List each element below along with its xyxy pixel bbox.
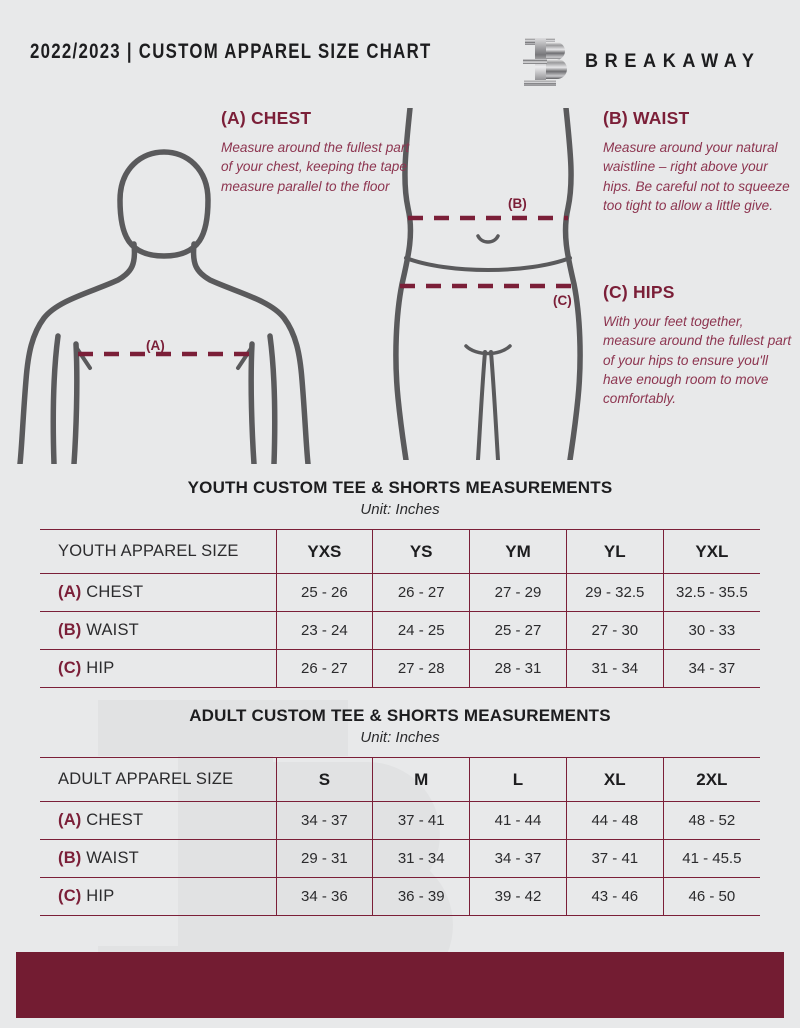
adult-size-col-l: L [469,757,567,802]
measure-tag: (A) [58,583,82,601]
adult-hip-s: 34 - 36 [275,877,373,916]
youth-header-row: YOUTH APPAREL SIZE YXS YS YM YL YXL [40,529,760,574]
youth-size-col-yxl: YXL [662,529,760,574]
adult-waist-xl: 37 - 41 [565,839,664,878]
youth-size-col-ys: YS [372,529,470,574]
callout-chest: (A) CHEST Measure around the fullest par… [221,108,411,196]
table-row: (B) WAIST 23 - 24 24 - 25 25 - 27 27 - 30 30 … [40,611,760,650]
callout-hips-heading: (C) HIPS [603,282,675,302]
hip-measure-label: (C) [553,293,572,308]
adult-size-col-s: S [275,757,373,802]
table-row: (C) HIP 34 - 36 36 - 39 39 - 42 43 - 46 46 - … [40,877,760,916]
adult-hip-xl: 43 - 46 [565,877,664,916]
youth-hip-yxs: 26 - 27 [275,649,373,688]
adult-row-header: ADULT APPAREL SIZE [40,757,276,802]
chest-measure-label: (A) [146,338,165,353]
adult-hip-m: 36 - 39 [372,877,470,916]
brand-lockup: BREAKAWAY [521,36,770,88]
youth-hip-ys: 27 - 28 [372,649,470,688]
youth-waist-ym: 25 - 27 [469,611,567,650]
table-row: (C) HIP 26 - 27 27 - 28 28 - 31 31 - 34 34 - … [40,649,760,688]
page-header: 2022/2023 | CUSTOM APPAREL SIZE CHART [0,0,800,100]
youth-chest-ym: 27 - 29 [469,573,567,612]
adult-size-col-2xl: 2XL [662,757,760,802]
table-row: (B) WAIST 29 - 31 31 - 34 34 - 37 37 - 41 41 … [40,839,760,878]
callout-chest-body: Measure around the fullest part of your … [221,140,410,194]
adult-waist-l: 34 - 37 [469,839,567,878]
youth-row-label-chest: (A) CHEST [40,573,276,612]
youth-size-col-ym: YM [469,529,567,574]
youth-chest-yxl: 32.5 - 35.5 [662,573,760,612]
adult-waist-m: 31 - 34 [372,839,470,878]
adult-waist-s: 29 - 31 [275,839,373,878]
adult-hip-l: 39 - 42 [469,877,567,916]
table-row: (A) CHEST 34 - 37 37 - 41 41 - 44 44 - 48 48 … [40,801,760,840]
youth-waist-yl: 27 - 30 [565,611,664,650]
measure-tag: (C) [58,659,82,677]
adult-chest-2xl: 48 - 52 [662,801,760,840]
youth-table-block: YOUTH CUSTOM TEE & SHORTS MEASUREMENTS U… [40,478,760,688]
callout-waist-body: Measure around your natural waistline – … [603,140,790,213]
youth-waist-ys: 24 - 25 [372,611,470,650]
measure-tag: (B) [58,849,82,867]
adult-row-label-chest: (A) CHEST [40,801,276,840]
measure-tag: (B) [58,621,82,639]
breakaway-b-logo-icon [523,38,568,86]
page-title: 2022/2023 | CUSTOM APPAREL SIZE CHART [30,40,432,63]
youth-hip-yl: 31 - 34 [565,649,664,688]
adult-size-table: ADULT APPAREL SIZE S M L XL 2XL (A) CHEST 34 - … [40,757,760,916]
adult-chest-xl: 44 - 48 [565,801,664,840]
youth-hip-ym: 28 - 31 [469,649,567,688]
adult-table-title: ADULT CUSTOM TEE & SHORTS MEASUREMENTS [189,706,611,725]
youth-hip-yxl: 34 - 37 [662,649,760,688]
youth-table-unit: Unit: Inches [360,501,440,518]
youth-chest-yl: 29 - 32.5 [565,573,664,612]
youth-size-col-yl: YL [565,529,664,574]
adult-row-label-waist: (B) WAIST [40,839,276,878]
adult-hip-2xl: 46 - 50 [662,877,760,916]
adult-row-label-hip: (C) HIP [40,877,276,916]
adult-chest-m: 37 - 41 [372,801,470,840]
youth-row-label-waist: (B) WAIST [40,611,276,650]
adult-chest-l: 41 - 44 [469,801,567,840]
callout-chest-heading: (A) CHEST [221,108,312,128]
youth-size-table: YOUTH APPAREL SIZE YXS YS YM YL YXL (A) CHEST 2… [40,529,760,688]
youth-table-title: YOUTH CUSTOM TEE & SHORTS MEASUREMENTS [187,478,613,497]
table-row: (A) CHEST 25 - 26 26 - 27 27 - 29 29 - 32.5 3… [40,573,760,612]
adult-table-block: ADULT CUSTOM TEE & SHORTS MEASUREMENTS U… [40,706,760,916]
youth-row-header: YOUTH APPAREL SIZE [40,529,276,574]
callout-waist: (B) WAIST Measure around your natural wa… [603,108,793,215]
adult-header-row: ADULT APPAREL SIZE S M L XL 2XL [40,757,760,802]
youth-chest-yxs: 25 - 26 [275,573,373,612]
youth-waist-yxl: 30 - 33 [662,611,760,650]
lower-body-diagram [393,108,583,460]
youth-waist-yxs: 23 - 24 [275,611,373,650]
adult-size-col-xl: XL [565,757,664,802]
youth-size-col-yxs: YXS [275,529,373,574]
brand-name: BREAKAWAY [585,51,761,72]
waist-measure-label: (B) [508,196,527,211]
callout-hips: (C) HIPS With your feet together, measur… [603,282,793,408]
adult-table-unit: Unit: Inches [360,729,440,746]
callout-hips-body: With your feet together, measure around … [603,314,792,407]
youth-chest-ys: 26 - 27 [372,573,470,612]
youth-row-label-hip: (C) HIP [40,649,276,688]
callout-waist-heading: (B) WAIST [603,108,690,128]
adult-chest-s: 34 - 37 [275,801,373,840]
footer-bar [16,952,784,1018]
adult-waist-2xl: 41 - 45.5 [662,839,760,878]
adult-size-col-m: M [372,757,470,802]
measure-tag: (C) [58,887,82,905]
measure-tag: (A) [58,811,82,829]
torso-diagram [17,149,311,464]
